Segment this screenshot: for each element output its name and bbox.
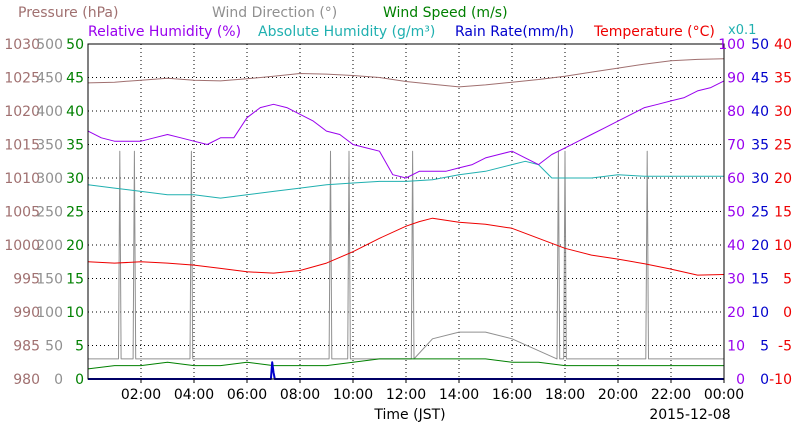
humidity-tick-label: 10 (727, 339, 745, 355)
wind-speed-tick-label: 40 (66, 104, 84, 120)
x-tick-label: 22:00 (651, 387, 691, 403)
wind-direction-tick-label: 50 (45, 339, 63, 355)
wind-direction-tick-label: 450 (36, 71, 63, 87)
wind-speed-tick-label: 0 (75, 372, 84, 388)
temperature-tick-label: 35 (774, 71, 792, 87)
pressure-tick-label: 995 (13, 272, 40, 288)
pressure-tick-label: 1025 (4, 71, 40, 87)
wind-direction-tick-label: 250 (36, 205, 63, 221)
legend-item: Temperature (°C) (593, 24, 715, 40)
wind-speed-tick-label: 50 (66, 37, 84, 53)
x-tick-label: 10:00 (333, 387, 373, 403)
pressure-tick-label: 990 (13, 305, 40, 321)
rain-rate-tick-label: 5 (760, 339, 769, 355)
rain-rate-tick-label: 10 (751, 305, 769, 321)
wind-speed-tick-label: 15 (66, 272, 84, 288)
humidity-tick-label: 50 (727, 205, 745, 221)
legend-item: Rain Rate(mm/h) (455, 24, 574, 40)
temperature-tick-label: 10 (774, 238, 792, 254)
scale-note-label: x0.1 (728, 23, 756, 38)
legend-item: Wind Direction (°) (212, 5, 337, 21)
x-tick-label: 16:00 (492, 387, 532, 403)
humidity-tick-label: 40 (727, 238, 745, 254)
relative-humidity-line (87, 80, 725, 179)
rain-rate-tick-label: 15 (751, 272, 769, 288)
pressure-tick-label: 985 (13, 339, 40, 355)
date-label: 2015-12-08 (649, 407, 730, 423)
pressure-tick-label: 1015 (4, 138, 40, 154)
pressure-tick-label: 980 (13, 372, 40, 388)
wind-speed-tick-label: 45 (66, 71, 84, 87)
wind-direction-tick-label: 0 (54, 372, 63, 388)
humidity-tick-label: 30 (727, 272, 745, 288)
rain-rate-tick-label: 50 (751, 37, 769, 53)
x-tick-label: 08:00 (280, 387, 320, 403)
temperature-tick-label: -10 (769, 372, 792, 388)
wind-direction-tick-label: 150 (36, 272, 63, 288)
wind-speed-tick-label: 20 (66, 238, 84, 254)
pressure-tick-label: 1030 (4, 37, 40, 53)
humidity-tick-label: 0 (736, 372, 745, 388)
pressure-hpa-line (87, 58, 725, 88)
humidity-tick-label: 60 (727, 171, 745, 187)
humidity-tick-label: 90 (727, 71, 745, 87)
temperature-tick-label: 30 (774, 104, 792, 120)
legend-item: Pressure (hPa) (18, 5, 118, 21)
x-tick-label: 18:00 (545, 387, 585, 403)
pressure-tick-label: 1010 (4, 171, 40, 187)
wind-direction-tick-label: 100 (36, 305, 63, 321)
humidity-tick-label: 100 (718, 37, 745, 53)
absolute-humidity-g-m-line (87, 160, 724, 199)
wind-speed-m-s-line (87, 358, 724, 370)
x-tick-label: 04:00 (174, 387, 214, 403)
x-axis-title: Time (JST) (373, 407, 445, 423)
rain-rate-tick-label: 20 (751, 238, 769, 254)
x-tick-label: 00:00 (704, 387, 744, 403)
temperature-tick-label: 25 (774, 138, 792, 154)
legend-item: Absolute Humidity (g/m³) (258, 24, 435, 40)
axes-layer: 9809859909951000100510101015102010251030… (4, 37, 792, 403)
wind-direction-tick-label: 350 (36, 138, 63, 154)
rain-rate-tick-label: 30 (751, 171, 769, 187)
wind-speed-tick-label: 25 (66, 205, 84, 221)
legend-item: Relative Humidity (%) (88, 24, 241, 40)
x-tick-label: 12:00 (386, 387, 426, 403)
humidity-tick-label: 80 (727, 104, 745, 120)
wind-direction-tick-label: 400 (36, 104, 63, 120)
x-tick-label: 20:00 (598, 387, 638, 403)
x-tick-label: 14:00 (439, 387, 479, 403)
pressure-tick-label: 1005 (4, 205, 40, 221)
x-tick-label: 06:00 (227, 387, 267, 403)
wind-speed-tick-label: 10 (66, 305, 84, 321)
temperature-c-line (87, 217, 725, 276)
x-tick-label: 02:00 (121, 387, 161, 403)
wind-speed-tick-label: 35 (66, 138, 84, 154)
wind-direction-tick-label: 300 (36, 171, 63, 187)
wind-direction-tick-label: 200 (36, 238, 63, 254)
temperature-tick-label: 20 (774, 171, 792, 187)
temperature-tick-label: 40 (774, 37, 792, 53)
wind-direction-tick-label: 500 (36, 37, 63, 53)
legend-item: Wind Speed (m/s) (383, 5, 508, 21)
rain-rate-tick-label: 35 (751, 138, 769, 154)
humidity-tick-label: 70 (727, 138, 745, 154)
rain-rate-tick-label: 40 (751, 104, 769, 120)
rain-rate-tick-label: 0 (760, 372, 769, 388)
temperature-tick-label: 5 (783, 272, 792, 288)
temperature-tick-label: 0 (783, 305, 792, 321)
temperature-tick-label: 15 (774, 205, 792, 221)
wind-speed-tick-label: 5 (75, 339, 84, 355)
humidity-tick-label: 20 (727, 305, 745, 321)
wind-speed-tick-label: 30 (66, 171, 84, 187)
temperature-tick-label: -5 (778, 339, 792, 355)
rain-rate-tick-label: 25 (751, 205, 769, 221)
pressure-tick-label: 1020 (4, 104, 40, 120)
pressure-tick-label: 1000 (4, 238, 40, 254)
rain-rate-tick-label: 45 (751, 71, 769, 87)
plot-background (88, 44, 724, 379)
legend: Pressure (hPa) Wind Direction (°) Wind Spe… (18, 5, 756, 40)
wind-direction-line (88, 150, 724, 360)
